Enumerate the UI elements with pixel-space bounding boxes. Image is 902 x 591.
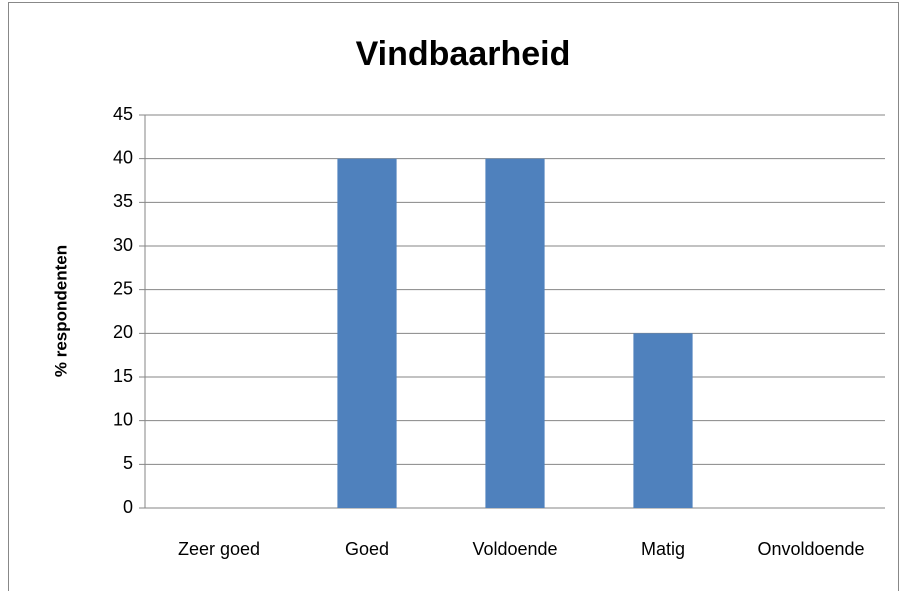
- bar: [337, 158, 397, 508]
- y-tick-label: 10: [113, 409, 133, 429]
- y-tick-label: 15: [113, 366, 133, 386]
- y-tick-label: 25: [113, 278, 133, 298]
- bar: [633, 333, 693, 508]
- x-tick-label: Goed: [345, 539, 389, 559]
- x-tick-label: Onvoldoende: [757, 539, 864, 559]
- chart-frame: [8, 2, 899, 591]
- x-tick-label: Voldoende: [472, 539, 557, 559]
- y-axis-label: % respondenten: [51, 245, 70, 377]
- chart-title: Vindbaarheid: [356, 35, 571, 73]
- bar: [485, 158, 545, 508]
- x-tick-label: Matig: [641, 539, 685, 559]
- y-tick-label: 0: [123, 497, 133, 517]
- y-tick-label: 5: [123, 453, 133, 473]
- x-tick-label: Zeer goed: [178, 539, 260, 559]
- y-tick-label: 30: [113, 235, 133, 255]
- y-tick-label: 45: [113, 104, 133, 124]
- y-tick-label: 40: [113, 147, 133, 167]
- y-tick-label: 35: [113, 191, 133, 211]
- y-tick-label: 20: [113, 322, 133, 342]
